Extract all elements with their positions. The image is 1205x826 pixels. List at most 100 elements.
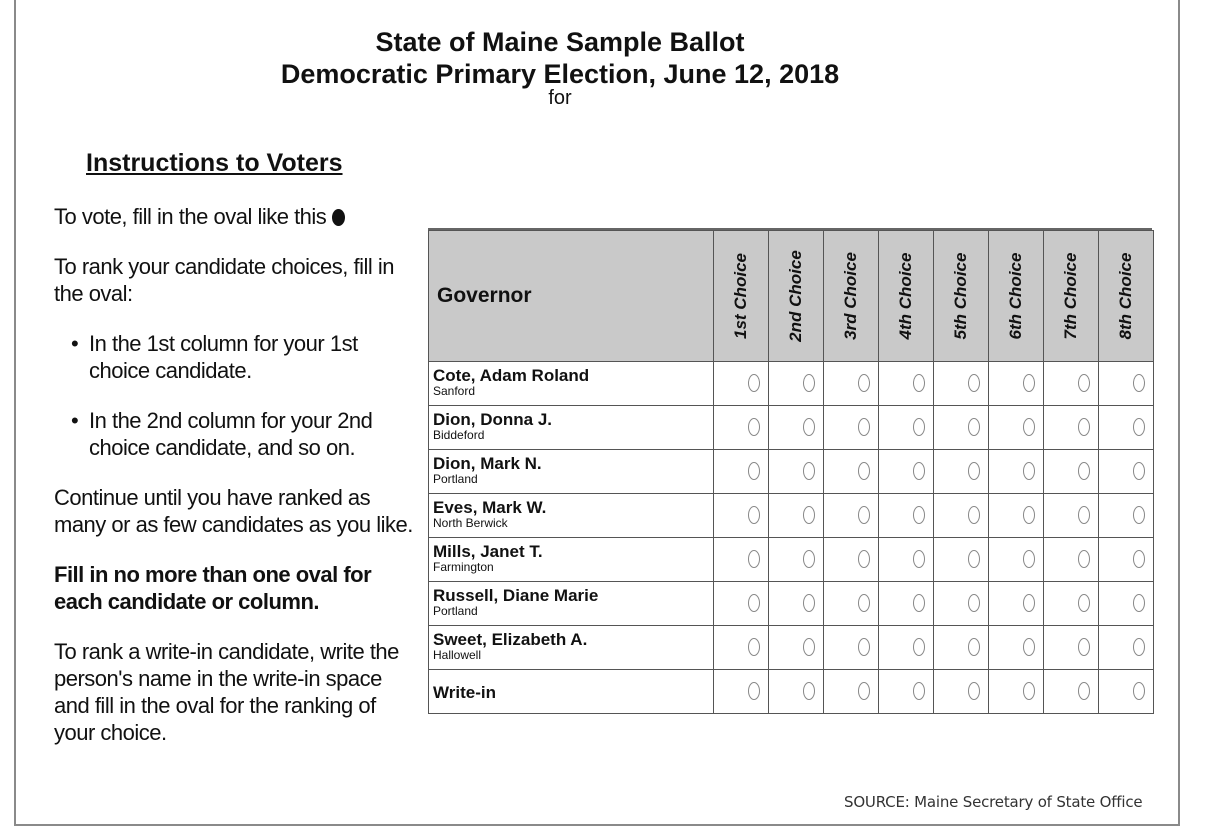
rank-oval[interactable] bbox=[803, 418, 815, 437]
rank-oval[interactable] bbox=[1133, 594, 1145, 613]
rank-oval[interactable] bbox=[913, 418, 925, 437]
rank-cell-3 bbox=[823, 625, 879, 670]
rank-oval[interactable] bbox=[803, 638, 815, 657]
rank-cell-2 bbox=[768, 625, 824, 670]
rank-oval[interactable] bbox=[803, 550, 815, 569]
rank-cell-5 bbox=[933, 625, 989, 670]
rank-cell-2 bbox=[768, 493, 824, 538]
choice-header-label: 3rd Choice bbox=[841, 252, 860, 340]
rank-cell-8 bbox=[1098, 405, 1154, 450]
candidate-name: Dion, Mark N. bbox=[433, 454, 542, 473]
rank-oval[interactable] bbox=[748, 418, 760, 437]
rank-oval[interactable] bbox=[1078, 506, 1090, 525]
rank-oval[interactable] bbox=[968, 462, 980, 481]
rank-cell-3 bbox=[823, 581, 879, 626]
rank-oval[interactable] bbox=[1078, 638, 1090, 657]
rank-oval[interactable] bbox=[748, 594, 760, 613]
candidate-cell: Mills, Janet T. Farmington bbox=[428, 537, 714, 582]
rank-oval[interactable] bbox=[1078, 550, 1090, 569]
rank-cell-8 bbox=[1098, 669, 1154, 714]
rank-oval[interactable] bbox=[858, 594, 870, 613]
rank-oval[interactable] bbox=[858, 462, 870, 481]
rank-cell-8 bbox=[1098, 361, 1154, 406]
rank-oval[interactable] bbox=[1023, 550, 1035, 569]
writein-cell[interactable]: Write-in bbox=[428, 669, 714, 714]
rank-oval[interactable] bbox=[858, 418, 870, 437]
rank-oval[interactable] bbox=[1133, 682, 1145, 701]
rank-oval[interactable] bbox=[1023, 682, 1035, 701]
rank-oval[interactable] bbox=[913, 682, 925, 701]
rank-cell-2 bbox=[768, 405, 824, 450]
choice-header-6: 6th Choice bbox=[988, 230, 1044, 362]
rank-oval[interactable] bbox=[1133, 374, 1145, 393]
vote-instruction-text: To vote, fill in the oval like this bbox=[54, 204, 327, 229]
rank-oval[interactable] bbox=[968, 550, 980, 569]
rank-oval[interactable] bbox=[1023, 638, 1035, 657]
rank-oval[interactable] bbox=[1078, 418, 1090, 437]
rank-oval[interactable] bbox=[748, 374, 760, 393]
candidate-row: Dion, Donna J. Biddeford bbox=[428, 405, 1154, 450]
choice-header-2: 2nd Choice bbox=[768, 230, 824, 362]
rank-cell-5 bbox=[933, 581, 989, 626]
rank-oval[interactable] bbox=[1078, 682, 1090, 701]
rank-oval[interactable] bbox=[1133, 638, 1145, 657]
rank-cell-4 bbox=[878, 361, 934, 406]
rank-oval[interactable] bbox=[748, 550, 760, 569]
rank-oval[interactable] bbox=[803, 594, 815, 613]
rank-cell-2 bbox=[768, 361, 824, 406]
candidate-row: Cote, Adam Roland Sanford bbox=[428, 361, 1154, 406]
rank-oval[interactable] bbox=[1133, 462, 1145, 481]
rank-cell-1 bbox=[713, 405, 769, 450]
rank-oval[interactable] bbox=[1023, 418, 1035, 437]
rank-oval[interactable] bbox=[1023, 462, 1035, 481]
choice-header-3: 3rd Choice bbox=[823, 230, 879, 362]
rank-oval[interactable] bbox=[858, 550, 870, 569]
rank-oval[interactable] bbox=[913, 594, 925, 613]
candidate-town: North Berwick bbox=[433, 516, 508, 530]
rank-cell-6 bbox=[988, 669, 1044, 714]
rank-oval[interactable] bbox=[1023, 506, 1035, 525]
rank-oval[interactable] bbox=[968, 594, 980, 613]
rank-oval[interactable] bbox=[913, 506, 925, 525]
rank-oval[interactable] bbox=[1023, 374, 1035, 393]
rank-cell-6 bbox=[988, 625, 1044, 670]
rank-oval[interactable] bbox=[913, 550, 925, 569]
rank-oval[interactable] bbox=[1023, 594, 1035, 613]
rank-oval[interactable] bbox=[858, 506, 870, 525]
rank-oval[interactable] bbox=[913, 638, 925, 657]
rank-oval[interactable] bbox=[968, 418, 980, 437]
rank-cell-4 bbox=[878, 405, 934, 450]
rank-oval[interactable] bbox=[748, 682, 760, 701]
candidate-cell: Cote, Adam Roland Sanford bbox=[428, 361, 714, 406]
rank-cell-5 bbox=[933, 405, 989, 450]
rank-oval[interactable] bbox=[748, 506, 760, 525]
rank-oval[interactable] bbox=[913, 462, 925, 481]
instructions-panel: Instructions to Voters To vote, fill in … bbox=[54, 150, 414, 769]
rank-oval[interactable] bbox=[1078, 594, 1090, 613]
rank-oval[interactable] bbox=[803, 506, 815, 525]
rank-oval[interactable] bbox=[968, 638, 980, 657]
rank-oval[interactable] bbox=[803, 682, 815, 701]
candidate-name: Cote, Adam Roland bbox=[433, 366, 590, 385]
candidate-cell: Eves, Mark W. North Berwick bbox=[428, 493, 714, 538]
rank-oval[interactable] bbox=[1078, 374, 1090, 393]
rank-oval[interactable] bbox=[913, 374, 925, 393]
rank-oval[interactable] bbox=[803, 374, 815, 393]
rank-oval[interactable] bbox=[968, 374, 980, 393]
rank-oval[interactable] bbox=[858, 638, 870, 657]
rank-oval[interactable] bbox=[1078, 462, 1090, 481]
rank-oval[interactable] bbox=[1133, 418, 1145, 437]
rank-oval[interactable] bbox=[1133, 550, 1145, 569]
rank-oval[interactable] bbox=[968, 682, 980, 701]
writein-label: Write-in bbox=[433, 683, 496, 702]
rank-oval[interactable] bbox=[858, 374, 870, 393]
rank-cell-4 bbox=[878, 449, 934, 494]
rank-oval[interactable] bbox=[1133, 506, 1145, 525]
rank-oval[interactable] bbox=[803, 462, 815, 481]
rank-oval[interactable] bbox=[858, 682, 870, 701]
rank-oval[interactable] bbox=[748, 638, 760, 657]
rank-oval[interactable] bbox=[968, 506, 980, 525]
rank-oval[interactable] bbox=[748, 462, 760, 481]
writein-row: Write-in bbox=[428, 669, 1154, 714]
rank-cell-7 bbox=[1043, 493, 1099, 538]
